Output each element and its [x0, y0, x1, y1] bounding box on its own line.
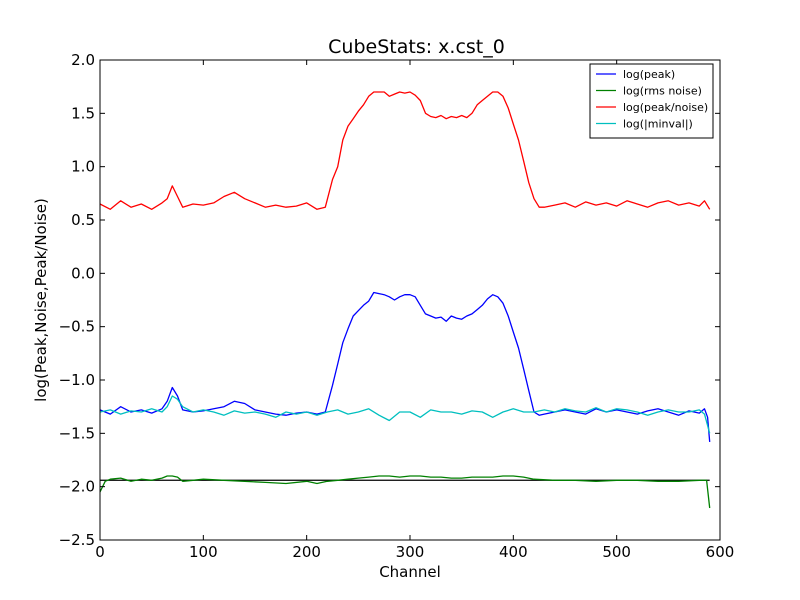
legend-label: log(|minval|) [623, 118, 693, 131]
legend-label: log(rms noise) [623, 85, 702, 98]
y-tick-label: 2.0 [71, 51, 95, 69]
legend-label: log(peak/noise) [623, 101, 708, 114]
legend-box [589, 63, 714, 139]
series-line-3 [100, 91, 711, 210]
chart-title: CubeStats: x.cst_0 [328, 36, 505, 58]
y-tick-label: −1.5 [59, 424, 95, 442]
x-tick-label: 600 [706, 543, 735, 561]
x-tick-label: 0 [95, 543, 105, 561]
x-axis-title: Channel [379, 563, 441, 581]
y-tick-label: −2.0 [59, 478, 95, 496]
y-tick-label: 1.0 [71, 158, 95, 176]
x-tick-label: 300 [396, 543, 425, 561]
x-tick-label: 200 [292, 543, 321, 561]
x-tick-label: 500 [602, 543, 631, 561]
x-tick-label: 100 [189, 543, 218, 561]
y-tick-label: 1.5 [71, 104, 95, 122]
y-tick-label: 0.5 [71, 211, 95, 229]
series-line-4 [100, 395, 711, 434]
series-line-2 [100, 475, 711, 509]
x-tick-label: 400 [499, 543, 528, 561]
y-tick-label: 0.0 [71, 264, 95, 282]
y-tick-label: −0.5 [59, 318, 95, 336]
y-tick-label: −1.0 [59, 371, 95, 389]
legend: log(peak) log(rms noise) log(peak/noise) lo… [589, 63, 714, 139]
y-axis-ticks: −2.5 −2.0 −1.5 −1.0 −0.5 0.0 0.5 1.0 1.5 2.0 [59, 51, 720, 549]
legend-label: log(peak) [623, 68, 675, 81]
y-tick-label: −2.5 [59, 531, 95, 549]
series-line-1 [100, 291, 711, 442]
x-axis-ticks: 0 100 200 300 400 500 600 [95, 60, 734, 561]
y-axis-title: log(Peak,Noise,Peak/Noise) [32, 198, 50, 402]
